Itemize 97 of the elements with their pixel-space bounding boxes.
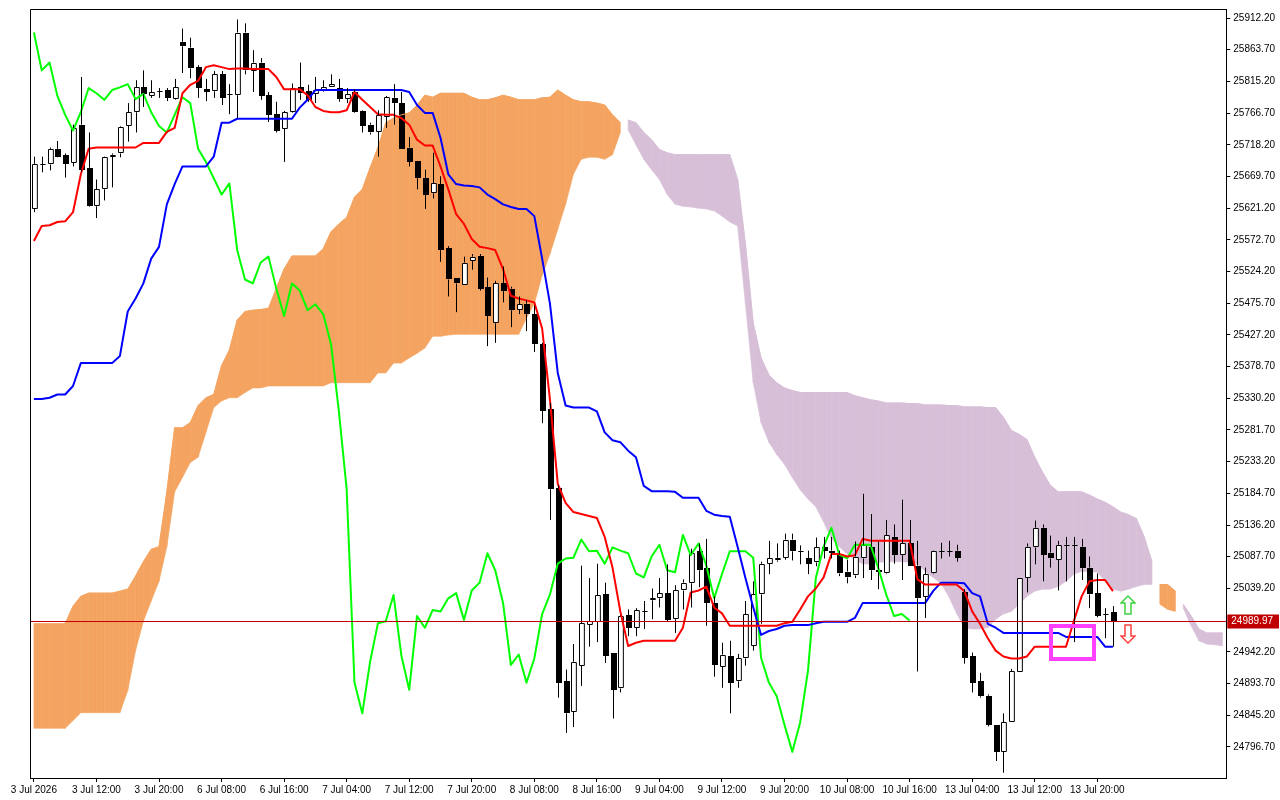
candlestick — [720, 642, 726, 689]
candlestick — [1025, 542, 1031, 593]
y-tick-label: 25572.70 — [1233, 233, 1276, 245]
x-tick-label: 7 Jul 12:00 — [384, 783, 435, 795]
candlestick — [470, 253, 476, 271]
candlestick — [79, 76, 85, 173]
candlestick — [861, 493, 867, 579]
candlestick — [556, 484, 562, 699]
candlestick — [1080, 538, 1086, 581]
y-tick-label: 25087.70 — [1233, 550, 1276, 562]
x-tick-label: 13 Jul 04:00 — [944, 783, 1000, 795]
candlestick — [626, 608, 632, 637]
candlestick — [650, 588, 656, 620]
x-tick-label: 8 Jul 16:00 — [572, 783, 622, 795]
candlestick — [681, 578, 687, 610]
y-tick-label: 25766.70 — [1233, 106, 1276, 118]
candlestick — [149, 79, 155, 99]
y-tick-label: 25621.20 — [1233, 201, 1276, 213]
candlestick — [853, 540, 859, 579]
candlestick — [743, 600, 749, 667]
candlestick — [220, 70, 226, 106]
candlestick — [829, 536, 835, 559]
candlestick — [173, 78, 179, 99]
candlestick — [532, 305, 538, 353]
candlestick — [446, 245, 452, 297]
candlestick — [212, 70, 218, 99]
x-tick-label: 10 Jul 16:00 — [882, 783, 938, 795]
candlestick — [501, 265, 507, 303]
y-tick-label: 25281.70 — [1233, 423, 1276, 435]
y-tick-label: 25524.20 — [1233, 265, 1276, 277]
candlestick — [204, 78, 210, 102]
candlestick — [814, 537, 820, 567]
candlestick — [290, 82, 296, 112]
y-tick-label: 25330.20 — [1233, 392, 1276, 404]
candlestick — [1033, 520, 1039, 565]
candlestick — [392, 83, 398, 126]
candlestick — [243, 22, 249, 75]
x-tick-label: 6 Jul 16:00 — [259, 783, 310, 795]
candlestick — [955, 544, 961, 563]
x-tick-label: 13 Jul 20:00 — [1070, 783, 1125, 795]
x-tick-label: 9 Jul 20:00 — [760, 783, 810, 795]
candlestick — [603, 582, 609, 664]
candlestick — [962, 588, 968, 665]
x-tick-label: 3 Jul 12:00 — [71, 783, 122, 795]
candlestick — [900, 499, 906, 581]
y-tick-label: 25669.70 — [1233, 170, 1276, 182]
candlestick — [63, 152, 69, 179]
x-tick-label: 9 Jul 04:00 — [634, 783, 685, 795]
candlestick — [767, 540, 773, 575]
candlestick — [634, 607, 640, 637]
y-tick-label: 25427.20 — [1233, 328, 1276, 340]
candlestick — [126, 102, 132, 143]
y-tick-label: 25815.20 — [1233, 75, 1276, 87]
ref-line-label: 24989.97 — [1231, 615, 1274, 627]
x-tick-label: 3 Jul 2026 — [10, 783, 58, 795]
candlestick — [587, 577, 593, 648]
y-tick-label: 25378.70 — [1233, 360, 1276, 372]
candlestick — [376, 109, 382, 158]
candlestick — [845, 559, 851, 584]
candlestick — [657, 577, 663, 608]
x-tick-label: 8 Jul 08:00 — [509, 783, 560, 795]
y-tick-label: 25863.70 — [1233, 43, 1276, 55]
candlestick — [313, 76, 319, 104]
candlestick — [759, 561, 765, 625]
y-tick-label: 24942.20 — [1233, 645, 1276, 657]
x-tick-label: 7 Jul 04:00 — [322, 783, 372, 795]
candlestick — [673, 584, 679, 634]
candlestick — [579, 565, 585, 687]
candlestick — [595, 563, 601, 643]
y-tick-label: 24845.20 — [1233, 708, 1276, 720]
y-tick-label: 24893.70 — [1233, 677, 1276, 689]
candlestick — [235, 18, 241, 119]
candlestick — [188, 37, 194, 79]
y-tick-label: 25136.20 — [1233, 518, 1276, 530]
x-tick-label: 7 Jul 20:00 — [447, 783, 497, 795]
y-tick-label: 25039.20 — [1233, 582, 1276, 594]
candlestick — [728, 640, 734, 714]
x-tick-label: 3 Jul 20:00 — [134, 783, 184, 795]
x-tick-label: 6 Jul 08:00 — [197, 783, 247, 795]
x-tick-label: 10 Jul 08:00 — [819, 783, 875, 795]
candlestick — [118, 127, 124, 158]
candlestick — [165, 87, 171, 102]
candlestick — [712, 595, 718, 678]
x-tick-label: 13 Jul 12:00 — [1007, 783, 1063, 795]
y-tick-label: 25718.20 — [1233, 138, 1276, 150]
x-tick-label: 9 Jul 12:00 — [697, 783, 747, 795]
y-tick-label: 25475.70 — [1233, 296, 1276, 308]
candlestick — [423, 169, 429, 210]
y-tick-label: 25184.70 — [1233, 487, 1276, 499]
candlestick — [180, 28, 186, 74]
y-tick-label: 25233.20 — [1233, 455, 1276, 467]
candlestick — [345, 87, 351, 104]
y-tick-label: 24796.70 — [1233, 740, 1276, 752]
candlestick — [1056, 540, 1062, 591]
candlestick — [1111, 605, 1117, 648]
candlestick — [368, 122, 374, 135]
y-tick-label: 25912.20 — [1233, 11, 1276, 23]
